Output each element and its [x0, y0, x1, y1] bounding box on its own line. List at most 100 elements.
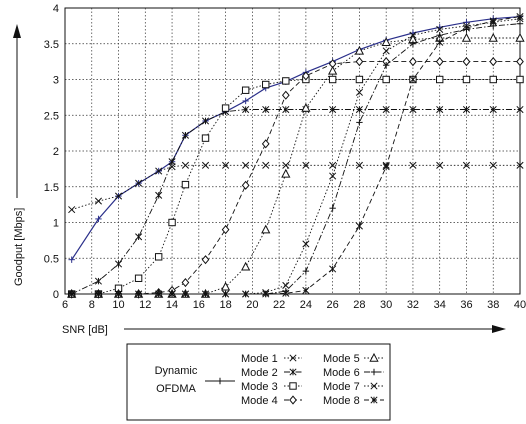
legend-box [126, 343, 391, 421]
data-point-mode-2 [94, 277, 103, 285]
series-line-mode-3 [71, 79, 520, 295]
data-point-mode-7 [355, 88, 363, 96]
data-point-mode-1 [516, 161, 524, 169]
data-point-mode-4 [489, 57, 498, 67]
y-axis-arrow-head [13, 24, 21, 38]
data-point-mode-2 [168, 158, 176, 166]
data-point-mode-8 [94, 290, 103, 298]
data-point-mode-1 [262, 161, 270, 169]
data-point-mode-8 [355, 222, 363, 230]
series-markers [67, 13, 525, 299]
legend: Dynamic OFDMA Mode 1 Mode 2 Mode 3 Mode 4 Mo… [126, 343, 391, 421]
data-point-mode-1 [222, 161, 230, 169]
data-point-mode-2 [489, 105, 497, 114]
data-point-mode-2 [181, 131, 189, 139]
data-point-mode-8 [201, 290, 210, 298]
data-point-mode-1 [94, 197, 103, 205]
data-point-mode-1 [181, 161, 189, 169]
y-tick-label: 0 [53, 289, 59, 301]
data-point-mode-1 [135, 179, 143, 187]
x-tick-label: 6 [62, 299, 68, 311]
series-line-mode-4 [71, 61, 520, 295]
data-point-mode-7 [436, 25, 444, 34]
x-tick-label: 32 [407, 299, 419, 311]
x-tick-label: 38 [487, 299, 499, 311]
legend-label-mode-7: Mode 7 [323, 381, 360, 393]
data-point-mode-3 [489, 75, 497, 84]
data-point-mode-2 [462, 105, 471, 114]
legend-swatch-marker-mode-8 [370, 396, 378, 404]
plot-frame [64, 7, 521, 295]
data-point-mode-3 [462, 75, 471, 84]
data-point-mode-1 [242, 161, 250, 169]
data-point-mode-6 [302, 267, 310, 275]
data-point-mode-1 [114, 192, 123, 200]
data-point-mode-1 [436, 161, 444, 169]
data-point-mode-2 [329, 105, 337, 114]
x-tick-label: 22 [273, 299, 285, 311]
data-point-mode-1 [489, 161, 497, 169]
data-point-mode-5 [354, 45, 365, 55]
y-tick-label: 1.5 [44, 182, 59, 194]
data-point-mode-8 [222, 290, 230, 298]
data-point-mode-1 [355, 161, 363, 169]
data-point-mode-4 [516, 57, 524, 67]
y-tick-label: 2 [53, 146, 59, 158]
data-point-mode-1 [282, 161, 290, 169]
data-point-mode-2 [436, 105, 444, 114]
x-tick-label: 14 [166, 299, 178, 311]
data-point-mode-2 [516, 105, 524, 114]
data-point-mode-8 [409, 75, 417, 84]
data-point-mode-7 [282, 281, 290, 289]
legend-label-mode-4: Mode 4 [241, 395, 278, 407]
x-axis-ticks: 6 8 10 12 14 16 18 20 22 24 26 28 30 32 34 36 38 40 [62, 299, 526, 311]
x-tick-label: 34 [434, 299, 446, 311]
legend-label-mode-3: Mode 3 [241, 381, 278, 393]
data-point-mode-6 [329, 205, 336, 212]
x-tick-label: 26 [327, 299, 339, 311]
data-point-mode-5 [488, 32, 498, 42]
y-tick-label: 0.5 [44, 253, 59, 265]
data-point-mode-8 [302, 286, 310, 294]
data-point-mode-1 [201, 161, 210, 169]
data-point-mode-6 [436, 31, 443, 39]
data-point-mode-4 [181, 277, 190, 288]
series-line-dynamic-ofdma [71, 16, 521, 261]
x-tick-label: 18 [219, 299, 231, 311]
data-point-mode-2 [282, 105, 290, 114]
data-point-mode-4 [281, 90, 290, 100]
data-point-mode-3 [262, 80, 270, 89]
data-point-mode-8 [462, 24, 471, 32]
data-point-mode-3 [436, 75, 444, 84]
data-point-mode-3 [355, 75, 364, 84]
data-point-mode-5 [281, 168, 291, 178]
y-axis-ticks: 0 0.5 1 1.5 2 2.5 3 3.5 4 [44, 3, 59, 301]
data-point-mode-2 [262, 105, 270, 114]
data-point-mode-5 [241, 261, 251, 271]
y-tick-label: 3 [53, 75, 59, 87]
legend-dynamic-label-line2: OFDMA [156, 383, 196, 395]
data-point-mode-5 [381, 37, 391, 47]
x-tick-label: 40 [514, 299, 526, 311]
data-point-mode-5 [461, 32, 472, 42]
data-point-mode-8 [436, 38, 444, 46]
y-tick-label: 2.5 [44, 110, 59, 122]
data-point-mode-4 [261, 139, 270, 149]
legend-label-mode-5: Mode 5 [323, 353, 360, 365]
series-line-mode-2 [71, 109, 520, 295]
data-point-mode-2 [114, 260, 123, 268]
data-point-mode-1 [68, 206, 76, 214]
series-line-mode-6 [71, 23, 521, 295]
x-tick-label: 12 [139, 299, 151, 311]
data-point-dynamic-ofdma [463, 19, 470, 26]
data-point-mode-8 [155, 290, 163, 298]
data-point-mode-3 [516, 75, 524, 84]
data-point-mode-7 [409, 31, 417, 39]
data-point-mode-8 [489, 17, 497, 25]
data-point-mode-3 [154, 253, 163, 261]
data-point-mode-3 [241, 86, 250, 94]
data-point-mode-7 [329, 172, 337, 180]
data-point-dynamic-ofdma [68, 256, 75, 263]
data-point-mode-2 [382, 105, 390, 114]
data-point-mode-4 [221, 225, 230, 235]
